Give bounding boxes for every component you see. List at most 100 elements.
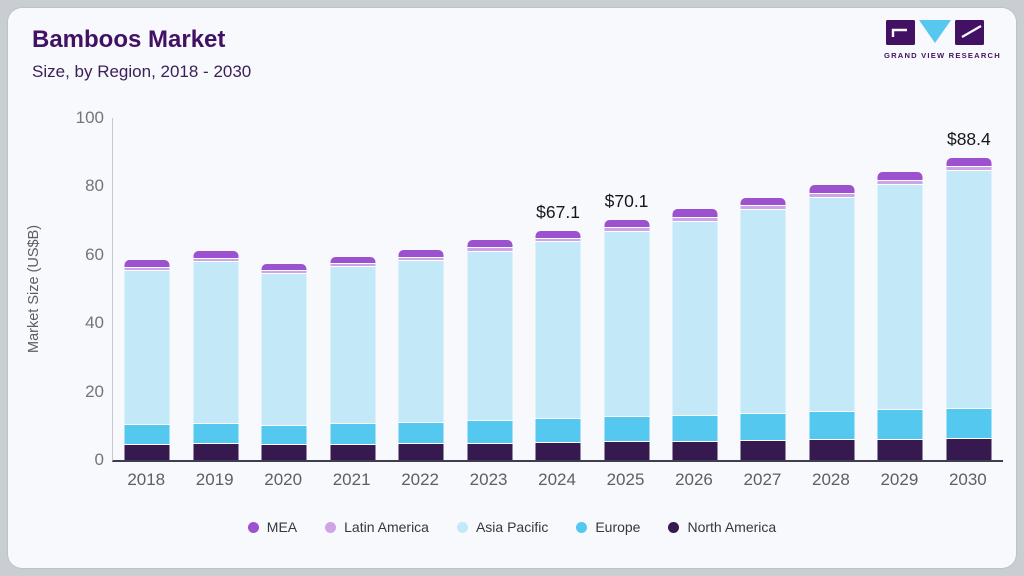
segment-asia-pacific xyxy=(398,259,444,422)
x-tick-label-2030: 2030 xyxy=(948,470,987,489)
segment-latin-america xyxy=(330,263,376,267)
stacked-bar-2022[interactable] xyxy=(398,249,444,460)
segment-europe xyxy=(740,413,786,441)
stacked-bar-2020[interactable] xyxy=(261,264,307,460)
segment-europe xyxy=(261,424,307,444)
legend-item-north-america[interactable]: North America xyxy=(668,519,776,535)
segment-mea xyxy=(946,157,992,166)
segment-asia-pacific xyxy=(809,196,855,412)
segment-mea xyxy=(809,185,855,194)
segment-north-america xyxy=(809,439,855,460)
segment-europe xyxy=(124,424,170,444)
stacked-bar-2019[interactable] xyxy=(193,250,239,460)
y-tick-label: 80 xyxy=(85,176,104,196)
legend-item-asia-pacific[interactable]: Asia Pacific xyxy=(456,519,549,535)
segment-mea xyxy=(261,264,307,271)
y-tick-label: 100 xyxy=(75,108,104,127)
bar-column-2019 xyxy=(181,118,249,460)
legend-item-latin-america[interactable]: Latin America xyxy=(325,519,429,535)
bars-container: $67.1 $70.1 $88.4 xyxy=(113,118,1003,460)
x-tick-label-2022: 2022 xyxy=(401,470,440,489)
stacked-bar-2030[interactable] xyxy=(946,157,992,460)
segment-north-america xyxy=(330,443,376,460)
segment-asia-pacific xyxy=(330,266,376,424)
x-tick-label-2021: 2021 xyxy=(332,470,371,489)
stacked-bar-2029[interactable] xyxy=(877,172,923,460)
legend-label: Latin America xyxy=(344,519,429,535)
legend-label: Asia Pacific xyxy=(475,519,549,535)
bar-column-2021 xyxy=(318,118,386,460)
segment-europe xyxy=(535,418,581,442)
bar-column-2025: $70.1 xyxy=(592,118,660,460)
x-tick-label-2024: 2024 xyxy=(538,470,576,489)
segment-latin-america xyxy=(261,270,307,274)
segment-europe xyxy=(330,423,376,444)
y-tick-label: 40 xyxy=(85,313,104,333)
segment-europe xyxy=(946,407,992,439)
stacked-bar-2023[interactable] xyxy=(467,240,513,460)
data-label-2024: $67.1 xyxy=(536,201,580,222)
stacked-bar-2018[interactable] xyxy=(124,260,170,460)
segment-mea xyxy=(604,220,650,228)
segment-asia-pacific xyxy=(124,269,170,425)
segment-latin-america xyxy=(604,227,650,231)
legend-dot-icon xyxy=(325,521,337,533)
segment-mea xyxy=(467,240,513,248)
segment-asia-pacific xyxy=(877,184,923,410)
stacked-bar-2021[interactable] xyxy=(330,256,376,460)
segment-latin-america xyxy=(946,165,992,170)
x-tick-label-2020: 2020 xyxy=(264,470,303,489)
legend-label: Europe xyxy=(595,519,641,535)
segment-europe xyxy=(398,422,444,443)
segment-north-america xyxy=(740,440,786,460)
y-tick-label: 20 xyxy=(85,381,104,401)
y-tick-label: 60 xyxy=(85,244,104,264)
data-label-2025: $70.1 xyxy=(604,191,649,212)
segment-north-america xyxy=(467,442,513,460)
segment-europe xyxy=(672,414,718,441)
segment-north-america xyxy=(124,443,170,460)
segment-north-america xyxy=(604,441,650,460)
legend-item-europe[interactable]: Europe xyxy=(576,519,640,535)
segment-asia-pacific xyxy=(604,230,650,417)
segment-north-america xyxy=(261,443,307,460)
stacked-bar-2024[interactable] xyxy=(535,230,581,460)
y-axis-ticks: 0 20 40 60 80 100 xyxy=(40,109,104,469)
bar-column-2026 xyxy=(661,118,729,460)
segment-north-america xyxy=(398,442,444,460)
chart-legend: MEA Latin America Asia Pacific Europe North … xyxy=(0,514,1024,540)
y-tick-label: 0 xyxy=(94,450,104,469)
gvr-logo-icon xyxy=(886,20,984,45)
segment-asia-pacific xyxy=(946,169,992,408)
legend-label: North America xyxy=(687,519,777,535)
segment-asia-pacific xyxy=(467,250,513,421)
segment-latin-america xyxy=(535,237,581,242)
segment-mea xyxy=(193,250,239,258)
bar-column-2018 xyxy=(113,118,181,460)
bar-column-2029 xyxy=(866,118,934,460)
x-axis-labels: 2018 2019 2020 2021 2022 2023 2024 2025 2026 2027… xyxy=(112,470,1002,496)
stacked-bar-2027[interactable] xyxy=(740,197,786,460)
segment-mea xyxy=(330,256,376,263)
bar-column-2028 xyxy=(798,118,866,460)
segment-latin-america xyxy=(672,216,718,221)
bar-column-2027 xyxy=(729,118,797,460)
segment-mea xyxy=(877,172,923,180)
bar-column-2024: $67.1 xyxy=(524,118,592,460)
legend-item-mea[interactable]: MEA xyxy=(247,519,297,535)
bar-column-2022 xyxy=(387,118,455,460)
stacked-bar-2028[interactable] xyxy=(809,185,855,460)
stacked-bar-2026[interactable] xyxy=(672,209,718,460)
segment-latin-america xyxy=(193,257,239,261)
segment-latin-america xyxy=(877,179,923,184)
page-subtitle: Size, by Region, 2018 - 2030 xyxy=(32,62,252,81)
segment-asia-pacific xyxy=(261,273,307,425)
segment-asia-pacific xyxy=(740,208,786,414)
segment-europe xyxy=(604,416,650,442)
x-tick-label-2028: 2028 xyxy=(812,470,850,489)
legend-dot-icon xyxy=(247,521,259,533)
logo-wordmark: GRAND VIEW RESEARCH xyxy=(884,51,1001,60)
stacked-bar-2025[interactable] xyxy=(604,220,650,460)
segment-latin-america xyxy=(467,247,513,251)
